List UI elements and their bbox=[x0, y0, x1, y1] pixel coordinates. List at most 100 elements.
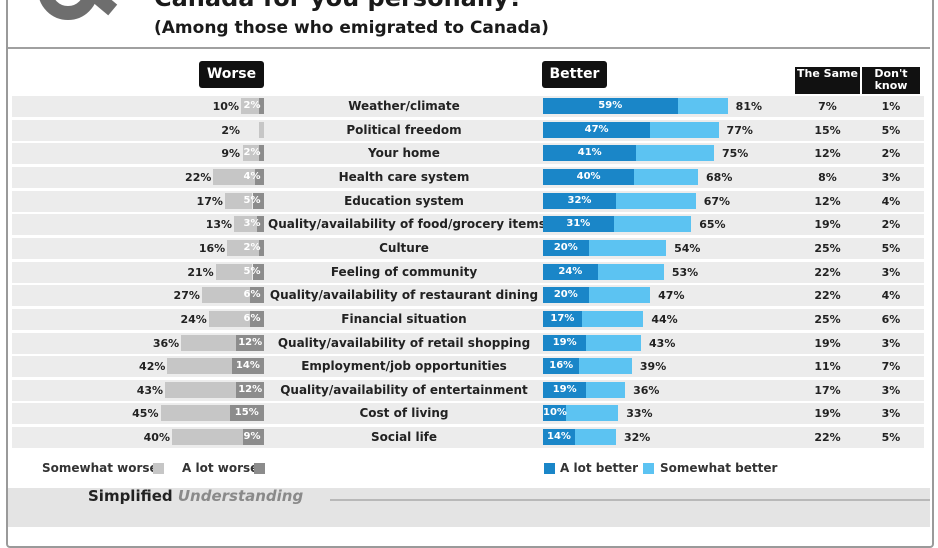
row-category-label: Health care system bbox=[338, 169, 470, 184]
bar-a-lot-better bbox=[543, 263, 598, 280]
label-worse-total: 16% bbox=[198, 241, 226, 255]
label-better-total: 36% bbox=[633, 383, 660, 397]
bar-a-lot-better bbox=[543, 192, 616, 209]
label-the-same: 7% bbox=[818, 100, 837, 113]
bar-a-lot-better bbox=[543, 358, 580, 375]
bar-a-lot-better bbox=[543, 239, 589, 256]
label-a-lot-better: 40% bbox=[576, 170, 601, 182]
footer-band bbox=[8, 488, 930, 527]
label-a-lot-better: 32% bbox=[567, 194, 592, 206]
bar-a-lot-worse bbox=[229, 405, 264, 422]
row-category-label: Weather/climate bbox=[348, 99, 460, 113]
label-a-lot-worse: 15% bbox=[234, 407, 259, 419]
label-dont-know: 7% bbox=[881, 360, 901, 374]
bar-somewhat-worse bbox=[224, 192, 253, 209]
bar-somewhat-worse bbox=[215, 263, 253, 280]
legend-somewhat-better-label: Somewhat better bbox=[660, 461, 778, 475]
bar-somewhat-worse bbox=[181, 334, 237, 351]
label-better-total: 32% bbox=[623, 431, 651, 445]
bar-somewhat-better bbox=[634, 168, 699, 185]
label-better-total: 39% bbox=[639, 360, 667, 374]
label-dont-know: 6% bbox=[881, 312, 901, 326]
label-better-total: 44% bbox=[651, 312, 678, 326]
label-the-same: 25% bbox=[814, 312, 841, 326]
label-worse-total: 42% bbox=[139, 360, 166, 374]
label-the-same: 25% bbox=[814, 241, 841, 255]
bar-a-lot-better bbox=[543, 405, 566, 422]
label-worse-total: 10% bbox=[212, 100, 239, 113]
label-a-lot-worse: 2% bbox=[243, 241, 261, 253]
bar-somewhat-worse bbox=[241, 98, 260, 114]
bar-somewhat-better bbox=[597, 263, 664, 280]
label-the-same: 22% bbox=[814, 265, 841, 279]
bar-a-lot-worse bbox=[259, 145, 264, 162]
bar-a-lot-worse bbox=[243, 429, 264, 446]
legend-a-lot-worse-swatch bbox=[254, 463, 265, 474]
bar-a-lot-worse bbox=[259, 98, 264, 114]
label-the-same: 17% bbox=[814, 383, 841, 397]
bar-somewhat-better bbox=[613, 216, 692, 233]
label-worse-total: 13% bbox=[205, 218, 233, 232]
bar-somewhat-worse bbox=[234, 216, 258, 233]
label-dont-know: 4% bbox=[881, 289, 901, 303]
label-better-total: 77% bbox=[726, 123, 753, 137]
label-dont-know: 4% bbox=[881, 194, 901, 208]
label-a-lot-worse: 14% bbox=[235, 360, 260, 372]
label-worse-total: 9% bbox=[221, 147, 240, 161]
label-a-lot-worse: 9% bbox=[243, 431, 261, 443]
bar-a-lot-better bbox=[543, 216, 614, 233]
label-a-lot-worse: 5% bbox=[243, 194, 261, 206]
label-better-total: 54% bbox=[674, 241, 701, 255]
label-a-lot-worse: 2% bbox=[243, 147, 261, 159]
bar-a-lot-worse bbox=[257, 216, 264, 233]
label-worse-total: 17% bbox=[196, 194, 223, 208]
label-a-lot-worse: 5% bbox=[243, 265, 261, 277]
label-a-lot-better: 24% bbox=[558, 265, 583, 277]
label-the-same: 19% bbox=[814, 336, 841, 350]
label-dont-know: 5% bbox=[881, 431, 901, 445]
row-category-label: Culture bbox=[379, 240, 429, 255]
label-worse-total: 27% bbox=[173, 289, 200, 303]
bar-somewhat-better bbox=[588, 239, 667, 256]
label-dont-know: 3% bbox=[881, 336, 901, 350]
bar-a-lot-worse bbox=[260, 121, 264, 138]
title-area: Canada for you personally? (Among those … bbox=[0, 0, 938, 48]
label-a-lot-worse: 6% bbox=[243, 289, 261, 301]
row-category-label: Education system bbox=[344, 193, 464, 208]
bar-a-lot-worse bbox=[250, 310, 264, 327]
bar-somewhat-better bbox=[565, 405, 619, 422]
label-dont-know: 3% bbox=[881, 407, 901, 421]
bar-a-lot-better bbox=[543, 429, 575, 446]
label-worse-total: 40% bbox=[143, 431, 170, 445]
label-worse-total: 2% bbox=[221, 123, 240, 137]
bar-somewhat-better bbox=[579, 358, 632, 375]
row-category-label: Your home bbox=[368, 146, 440, 161]
legend-a-lot-worse-label: A lot worse bbox=[182, 461, 259, 475]
bar-a-lot-better bbox=[543, 334, 587, 351]
bar-somewhat-worse bbox=[167, 358, 232, 375]
label-a-lot-worse: 3% bbox=[243, 218, 261, 230]
label-dont-know: 3% bbox=[881, 170, 901, 184]
bar-somewhat-better bbox=[586, 381, 626, 398]
bar-somewhat-worse bbox=[227, 239, 260, 256]
label-a-lot-worse: 12% bbox=[238, 383, 263, 395]
header-worse: Worse bbox=[199, 61, 264, 88]
chart-subtitle: (Among those who emigrated to Canada) bbox=[154, 18, 549, 38]
label-a-lot-better: 19% bbox=[552, 336, 577, 348]
legend-a-lot-better-label: A lot better bbox=[560, 461, 638, 475]
bar-a-lot-worse bbox=[236, 381, 264, 398]
bar-somewhat-worse bbox=[160, 405, 230, 422]
label-the-same: 11% bbox=[814, 360, 841, 374]
label-a-lot-better: 14% bbox=[546, 431, 571, 443]
bar-somewhat-better bbox=[650, 121, 719, 138]
bar-somewhat-worse bbox=[208, 310, 251, 327]
label-the-same: 22% bbox=[814, 289, 841, 303]
brand-part-1: Simplified bbox=[88, 487, 173, 505]
label-a-lot-better: 59% bbox=[598, 100, 623, 111]
bar-a-lot-better bbox=[543, 287, 589, 304]
label-better-total: 65% bbox=[699, 218, 726, 232]
magnifier-icon bbox=[38, 0, 98, 20]
bar-somewhat-better bbox=[677, 98, 728, 114]
row-category-label: Cost of living bbox=[359, 406, 449, 421]
legend-a-lot-better-swatch bbox=[544, 463, 555, 474]
